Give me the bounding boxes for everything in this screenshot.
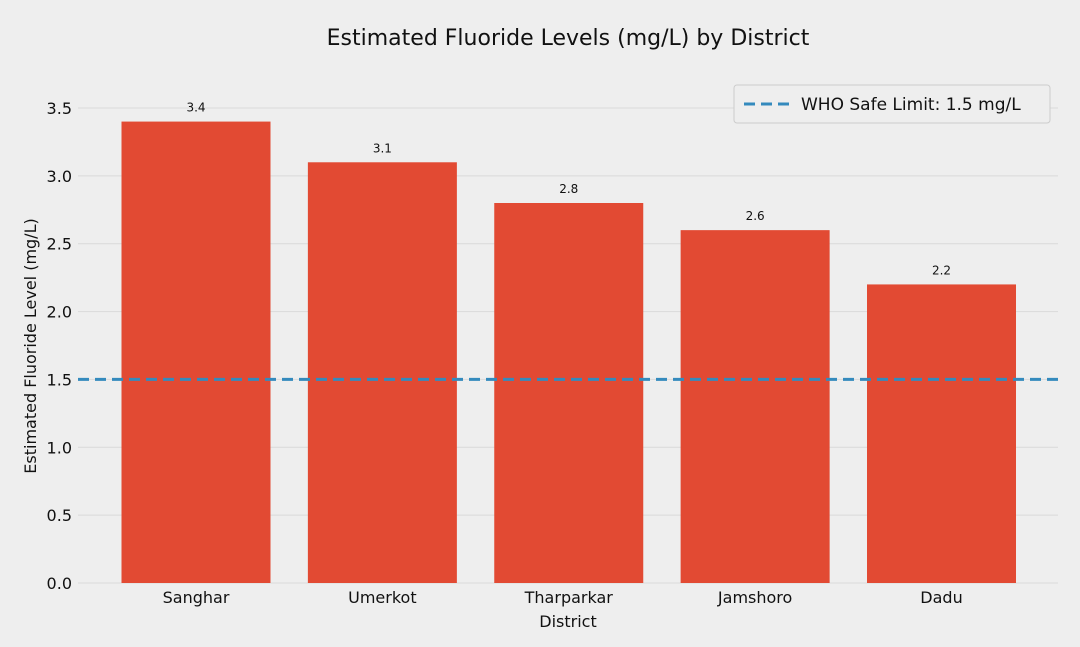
bar-value-label: 2.8: [559, 182, 578, 196]
legend: WHO Safe Limit: 1.5 mg/L: [733, 84, 1051, 124]
bar-jamshoro: [680, 230, 830, 583]
bars: [121, 121, 1016, 584]
y-tick-label: 0.0: [47, 574, 72, 593]
y-tick-label: 2.5: [47, 235, 72, 254]
x-axis-ticks: Sanghar Umerkot Tharparkar Jamshoro Dadu: [163, 588, 963, 607]
y-tick-label: 2.0: [47, 303, 72, 322]
y-axis-ticks: 0.0 0.5 1.0 1.5 2.0 2.5 3.0 3.5: [47, 99, 72, 593]
bar-value-label: 3.4: [186, 101, 205, 115]
bar-value-labels: 3.4 3.1 2.8 2.6 2.2: [186, 101, 951, 278]
x-tick-label: Jamshoro: [717, 588, 792, 607]
y-tick-label: 3.0: [47, 167, 72, 186]
legend-box: [733, 84, 1051, 124]
bar-sanghar: [121, 121, 271, 584]
y-tick-label: 3.5: [47, 99, 72, 118]
bar-dadu: [867, 284, 1016, 583]
bar-umerkot: [307, 162, 457, 584]
bar-tharparkar: [494, 203, 644, 583]
chart-title: Estimated Fluoride Levels (mg/L) by Dist…: [327, 26, 810, 51]
x-axis-label: District: [539, 612, 596, 631]
bar-value-label: 2.6: [746, 209, 765, 223]
y-tick-label: 0.5: [47, 506, 72, 525]
x-tick-label: Dadu: [920, 588, 962, 607]
x-tick-label: Umerkot: [348, 588, 416, 607]
y-tick-label: 1.5: [47, 370, 72, 389]
bar-value-label: 3.1: [373, 141, 392, 155]
x-tick-label: Sanghar: [163, 588, 230, 607]
y-axis-label: Estimated Fluoride Level (mg/L): [21, 218, 40, 473]
legend-label: WHO Safe Limit: 1.5 mg/L: [801, 95, 1021, 115]
y-tick-label: 1.0: [47, 438, 72, 457]
x-tick-label: Tharparkar: [524, 588, 614, 607]
bar-value-label: 2.2: [932, 263, 951, 277]
